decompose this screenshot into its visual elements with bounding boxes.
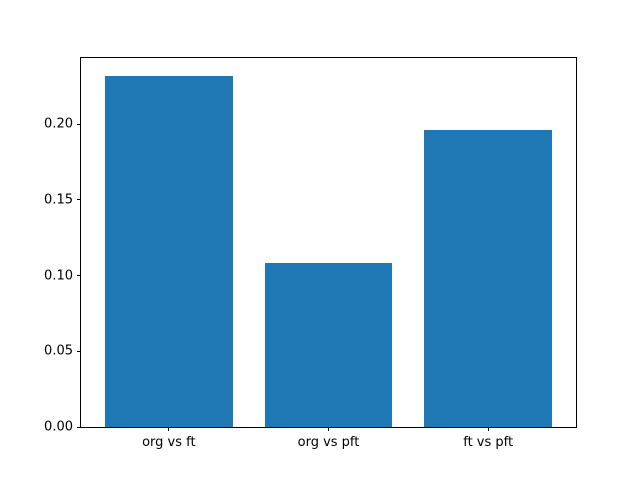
y-tick-label: 0.15	[44, 192, 73, 208]
x-tick-mark	[168, 427, 170, 431]
plot-area: 0.00 0.05 0.10 0.15 0.20 org vs ft org vs pft…	[44, 57, 577, 450]
x-tick-label: org vs pft	[297, 435, 360, 450]
y-tick-label: 0.00	[44, 419, 73, 435]
bar-org-vs-ft	[104, 75, 233, 427]
x-tick-mark	[328, 427, 329, 431]
y-tick-label: 0.20	[44, 116, 73, 132]
x-tick-label: org vs ft	[142, 435, 196, 450]
bar-org-vs-pft	[264, 263, 393, 427]
y-tick-mark	[77, 350, 81, 352]
bar-ft-vs-pft	[424, 130, 553, 427]
y-tick-mark	[77, 123, 81, 125]
y-tick-mark	[77, 199, 81, 201]
y-tick-mark	[77, 275, 81, 277]
y-tick-label: 0.10	[44, 268, 73, 284]
x-tick-mark	[487, 427, 489, 431]
y-tick-mark	[77, 426, 81, 428]
y-tick-label: 0.05	[44, 343, 73, 359]
x-tick-label: ft vs pft	[463, 435, 514, 450]
